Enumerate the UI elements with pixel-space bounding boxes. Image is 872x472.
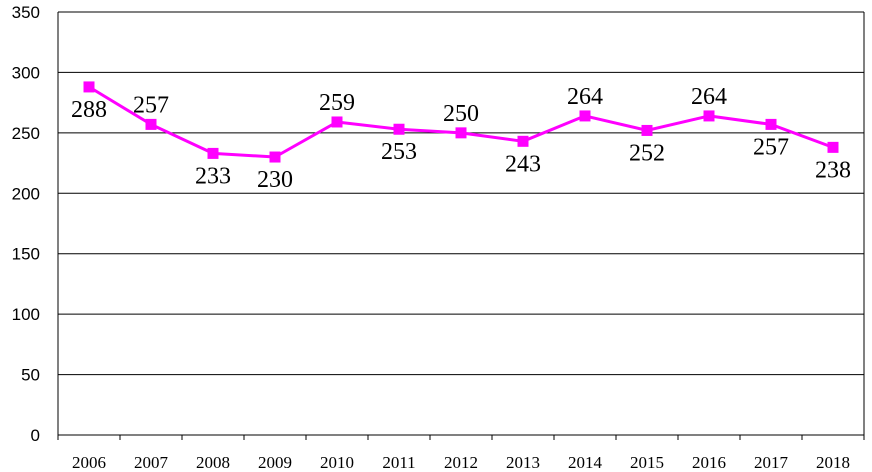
series-layer — [83, 81, 839, 163]
data-label: 230 — [257, 167, 293, 193]
y-tick-label: 150 — [12, 245, 40, 264]
x-tick-label: 2008 — [196, 453, 230, 472]
x-tick-label: 2017 — [754, 453, 789, 472]
x-tick-label: 2013 — [506, 453, 540, 472]
data-label: 252 — [629, 140, 665, 166]
data-label: 264 — [691, 84, 727, 110]
x-tick-label: 2012 — [444, 453, 478, 472]
data-label: 233 — [195, 163, 231, 189]
data-point-marker — [207, 147, 219, 159]
x-tick-label: 2011 — [382, 453, 415, 472]
data-point-marker — [579, 110, 591, 122]
x-tick-label: 2007 — [134, 453, 169, 472]
data-point-marker — [393, 123, 405, 135]
data-point-marker — [145, 118, 157, 130]
data-point-marker — [455, 127, 467, 139]
data-label: 259 — [319, 90, 355, 116]
data-point-marker — [827, 141, 839, 153]
x-tick-label: 2010 — [320, 453, 354, 472]
data-label: 257 — [133, 92, 169, 118]
grid-lines — [57, 11, 865, 436]
data-point-marker — [765, 118, 777, 130]
data-label: 243 — [505, 151, 541, 177]
x-tick-label: 2018 — [816, 453, 850, 472]
x-tick-label: 2009 — [258, 453, 292, 472]
y-tick-label: 200 — [12, 184, 40, 203]
data-label: 257 — [753, 134, 789, 160]
y-tick-label: 350 — [12, 3, 40, 22]
y-tick-label: 300 — [12, 63, 40, 82]
x-tick-label: 2014 — [568, 453, 603, 472]
y-tick-label: 100 — [12, 305, 40, 324]
x-axis-ticks: 2006 2007 2008 2009 2010 2011 2012 2013 2014 2015… — [57, 435, 865, 472]
data-point-marker — [83, 81, 95, 93]
x-tick-label: 2015 — [630, 453, 664, 472]
data-point-marker — [641, 124, 653, 136]
y-tick-label: 50 — [21, 366, 40, 385]
x-tick-label: 2016 — [692, 453, 726, 472]
data-point-marker — [269, 151, 281, 163]
data-point-marker — [331, 116, 343, 128]
x-tick-label: 2006 — [72, 453, 106, 472]
data-label: 264 — [567, 84, 603, 110]
y-axis-ticks: 0 50 100 150 200 250 300 350 — [12, 3, 40, 445]
y-tick-label: 0 — [31, 426, 40, 445]
data-label: 288 — [71, 97, 107, 123]
y-tick-label: 250 — [12, 124, 40, 143]
data-label: 250 — [443, 101, 479, 127]
data-label: 253 — [381, 139, 417, 165]
data-label: 238 — [815, 157, 851, 183]
data-point-marker — [703, 110, 715, 122]
data-point-marker — [517, 135, 529, 147]
data-labels: 288 257 233 230 259 253 250 243 264 252 264 257 238 — [71, 84, 851, 193]
